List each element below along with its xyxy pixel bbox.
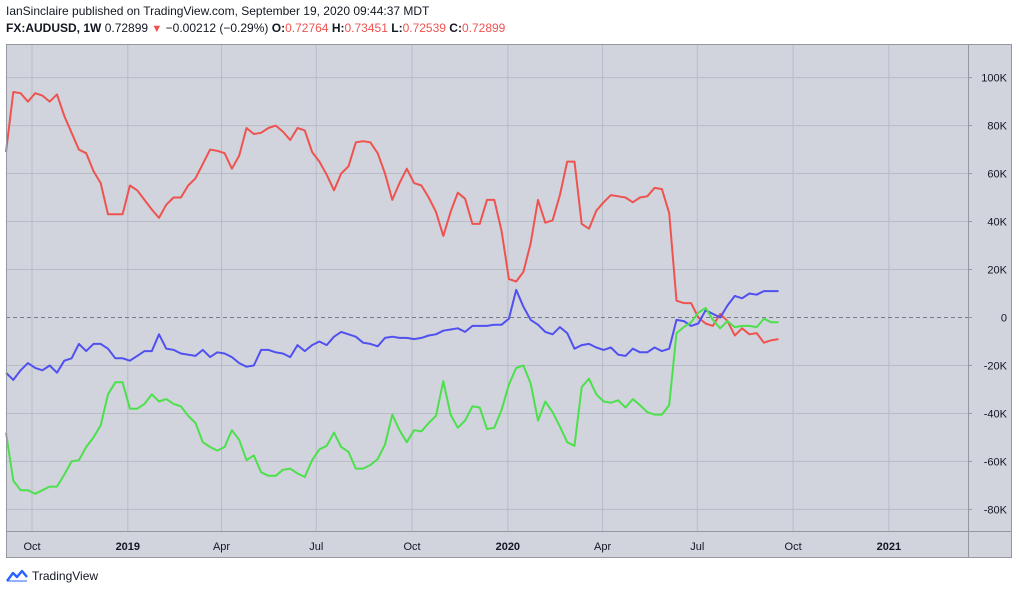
time-axis-panel	[6, 531, 1012, 558]
y-tick-label: 100K	[981, 73, 1007, 85]
high-value: 0.73451	[344, 21, 388, 35]
close-label: C:	[449, 21, 462, 35]
price-change: −0.00212 (−0.29%)	[165, 21, 269, 35]
series-line-2	[5, 288, 779, 381]
y-tick-label: 20K	[987, 265, 1007, 277]
open-label: O:	[271, 21, 286, 35]
low-value: 0.72539	[402, 21, 446, 35]
y-tick-label: 40K	[987, 217, 1007, 229]
last-price: 0.72899	[104, 21, 149, 35]
tradingview-brand[interactable]: TradingView	[6, 569, 98, 583]
series-line-1	[5, 91, 779, 344]
tradingview-logo-icon	[6, 569, 28, 582]
y-tick-label: -60K	[984, 456, 1008, 468]
open-value: 0.72764	[285, 21, 329, 35]
x-tick-label: Oct	[23, 541, 40, 553]
x-tick-label: Oct	[785, 541, 802, 553]
series-line-3	[5, 306, 779, 495]
close-value: 0.72899	[461, 21, 506, 35]
publisher-line: IanSinclaire published on TradingView.co…	[6, 4, 430, 18]
high-label: H:	[331, 21, 345, 35]
price-axis-panel	[968, 44, 1012, 531]
down-arrow-icon: ▼	[151, 23, 163, 35]
grid-lines	[6, 44, 968, 531]
y-tick-label: -80K	[984, 504, 1008, 516]
plot-area	[6, 44, 968, 531]
x-tick-label: Apr	[594, 541, 611, 553]
x-tick-label: 2019	[116, 541, 140, 553]
symbol-label: FX:AUDUSD, 1W	[6, 21, 102, 35]
x-tick-label: Jul	[690, 541, 704, 553]
y-tick-label: 0	[1001, 312, 1007, 324]
y-tick-label: 80K	[987, 121, 1007, 133]
y-tick-label: 60K	[987, 169, 1007, 181]
x-tick-label: 2020	[496, 541, 520, 553]
chart-frame	[6, 44, 1012, 558]
low-label: L:	[391, 21, 403, 35]
x-tick-label: Apr	[213, 541, 230, 553]
y-tick-label: -20K	[984, 360, 1008, 372]
x-tick-label: Jul	[309, 541, 323, 553]
y-tick-label: -40K	[984, 408, 1008, 420]
brand-label: TradingView	[32, 569, 99, 583]
x-tick-label: Oct	[403, 541, 420, 553]
x-tick-label: 2021	[877, 541, 901, 553]
symbol-header: FX:AUDUSD, 1W 0.72899 ▼ −0.00212 (−0.29%…	[6, 21, 505, 35]
